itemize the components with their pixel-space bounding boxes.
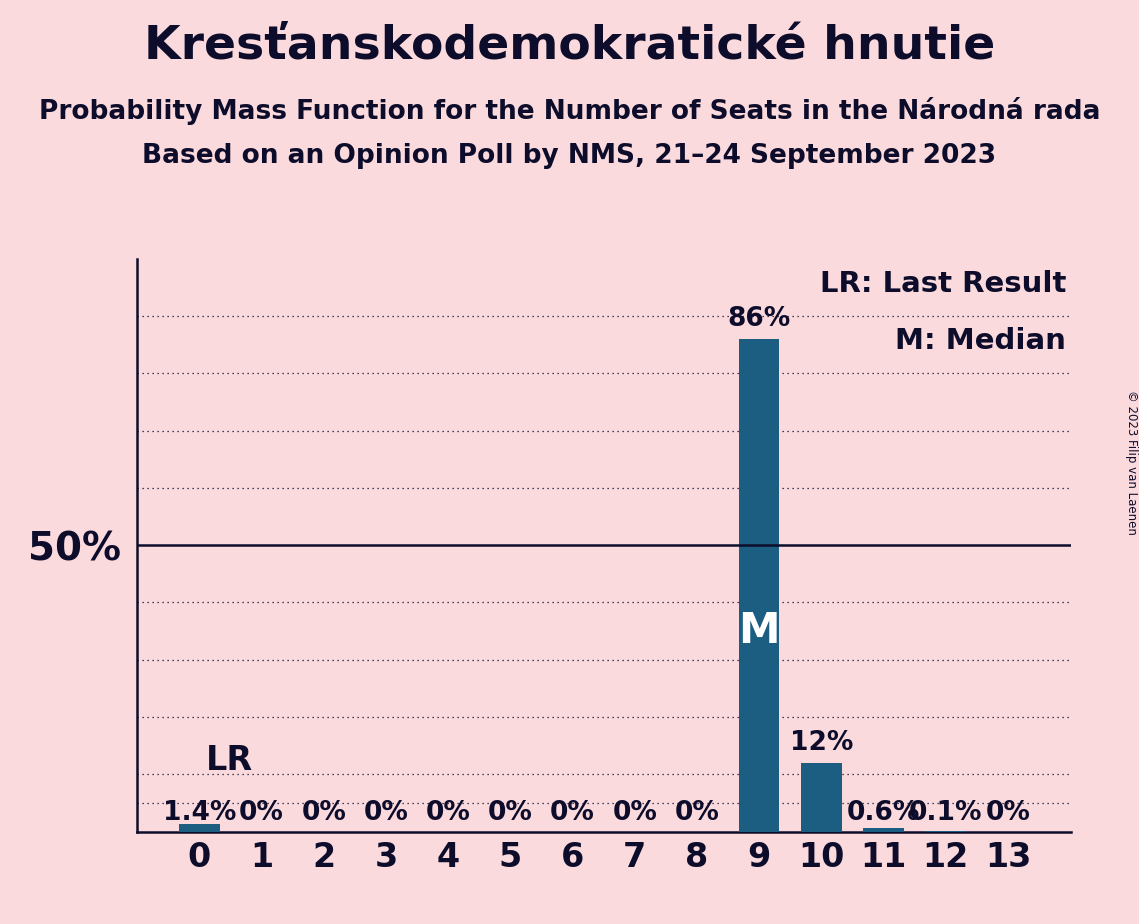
Bar: [179, 823, 220, 832]
Text: 0%: 0%: [239, 800, 284, 826]
Text: 1.4%: 1.4%: [163, 800, 236, 826]
Text: Kresťanskodemokratické hnutie: Kresťanskodemokratické hnutie: [144, 23, 995, 68]
Text: 0%: 0%: [985, 800, 1031, 826]
Text: 0%: 0%: [426, 800, 470, 826]
Text: 0%: 0%: [363, 800, 409, 826]
Text: 86%: 86%: [728, 306, 790, 332]
Text: LR: Last Result: LR: Last Result: [820, 270, 1066, 298]
Text: 0%: 0%: [487, 800, 533, 826]
Text: 0%: 0%: [613, 800, 657, 826]
Text: 0.1%: 0.1%: [909, 800, 983, 826]
Bar: [739, 339, 779, 832]
Text: 0%: 0%: [674, 800, 720, 826]
Text: © 2023 Filip van Laenen: © 2023 Filip van Laenen: [1124, 390, 1138, 534]
Text: 12%: 12%: [789, 730, 853, 756]
Text: M: M: [738, 610, 780, 652]
Bar: [863, 828, 904, 832]
Text: LR: LR: [205, 744, 253, 777]
Text: Probability Mass Function for the Number of Seats in the Národná rada: Probability Mass Function for the Number…: [39, 97, 1100, 125]
Text: 0.6%: 0.6%: [847, 800, 920, 826]
Bar: [801, 763, 842, 832]
Text: 0%: 0%: [550, 800, 595, 826]
Text: 0%: 0%: [302, 800, 346, 826]
Text: M: Median: M: Median: [895, 327, 1066, 356]
Text: Based on an Opinion Poll by NMS, 21–24 September 2023: Based on an Opinion Poll by NMS, 21–24 S…: [142, 143, 997, 169]
